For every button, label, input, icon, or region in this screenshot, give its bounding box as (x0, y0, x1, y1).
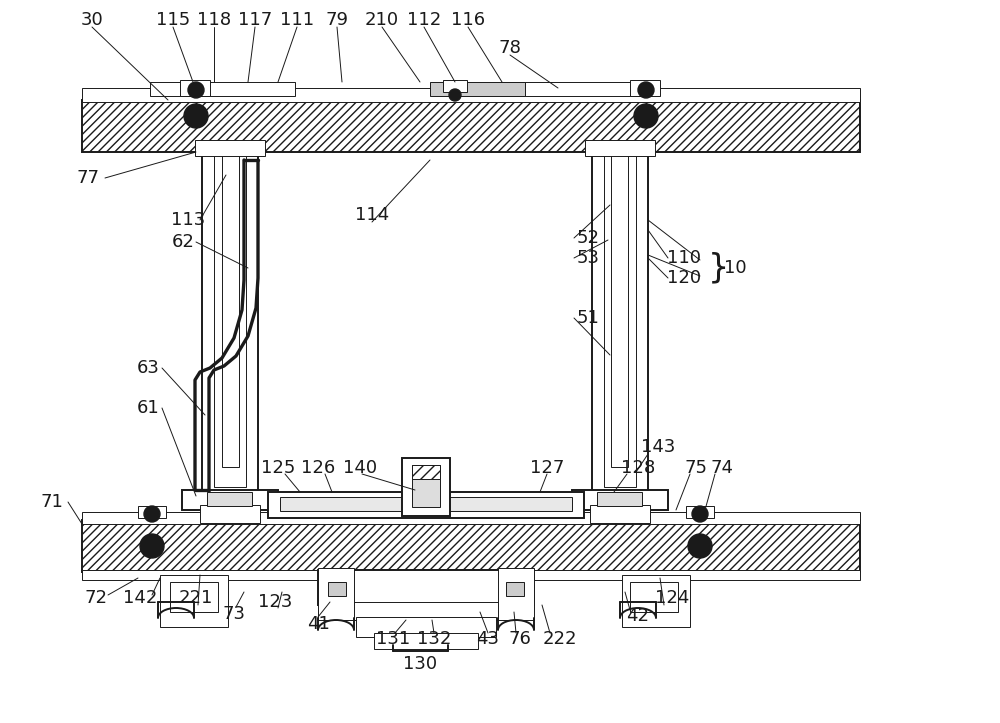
Bar (82, 520, 860, 572)
Text: 124: 124 (655, 589, 689, 607)
Text: 52: 52 (576, 229, 600, 247)
Text: 42: 42 (626, 607, 650, 625)
Circle shape (144, 506, 160, 522)
Text: 30: 30 (81, 11, 103, 29)
Bar (430, 82, 525, 96)
Text: 210: 210 (365, 11, 399, 29)
Bar (82, 570, 860, 580)
Bar (222, 152, 239, 467)
Bar (592, 152, 648, 497)
Bar (207, 492, 252, 506)
Bar (686, 506, 714, 518)
Text: 222: 222 (543, 630, 577, 648)
Text: 115: 115 (156, 11, 190, 29)
Text: 73: 73 (222, 605, 246, 623)
Text: 51: 51 (577, 309, 599, 327)
Bar (356, 617, 496, 637)
Circle shape (688, 534, 712, 558)
Bar (412, 465, 440, 479)
Text: 75: 75 (684, 459, 708, 477)
Circle shape (449, 89, 461, 101)
Bar (630, 582, 678, 612)
Text: 111: 111 (280, 11, 314, 29)
Text: 71: 71 (41, 493, 63, 511)
Text: 123: 123 (258, 593, 292, 611)
Bar (138, 506, 166, 518)
Circle shape (188, 82, 204, 98)
Bar (500, 82, 645, 96)
Circle shape (184, 104, 208, 128)
Bar (82, 512, 860, 524)
Text: 132: 132 (417, 630, 451, 648)
Bar (160, 575, 228, 627)
Bar (200, 505, 260, 523)
Bar (170, 582, 218, 612)
Text: 140: 140 (343, 459, 377, 477)
Bar (572, 490, 668, 510)
Bar (195, 140, 265, 156)
Circle shape (638, 82, 654, 98)
Bar (498, 568, 534, 620)
Bar (182, 490, 278, 510)
Bar (590, 505, 650, 523)
Text: 143: 143 (641, 438, 675, 456)
Text: 77: 77 (76, 169, 100, 187)
Text: }: } (707, 252, 729, 284)
Text: 41: 41 (307, 615, 329, 633)
Text: 128: 128 (621, 459, 655, 477)
Text: 142: 142 (123, 589, 157, 607)
Text: 221: 221 (179, 589, 213, 607)
Text: 120: 120 (667, 269, 701, 287)
Circle shape (692, 506, 708, 522)
Text: 43: 43 (477, 630, 500, 648)
Text: 126: 126 (301, 459, 335, 477)
Text: 125: 125 (261, 459, 295, 477)
Text: 130: 130 (403, 655, 437, 673)
Bar (585, 140, 655, 156)
Text: 10: 10 (724, 259, 746, 277)
Bar (611, 152, 628, 467)
Bar (180, 80, 210, 96)
Text: 72: 72 (84, 589, 108, 607)
Text: 116: 116 (451, 11, 485, 29)
Bar (374, 633, 478, 649)
Bar (336, 602, 516, 620)
Text: 112: 112 (407, 11, 441, 29)
Bar (622, 575, 690, 627)
Bar (318, 568, 354, 620)
Bar (82, 100, 860, 152)
Bar (630, 80, 660, 96)
Text: 78: 78 (499, 39, 521, 57)
Bar (597, 492, 642, 506)
Bar (82, 88, 860, 102)
Bar (402, 458, 450, 516)
Text: 110: 110 (667, 249, 701, 267)
Text: 114: 114 (355, 206, 389, 224)
Bar (328, 582, 346, 596)
Text: 113: 113 (171, 211, 205, 229)
Text: 79: 79 (326, 11, 349, 29)
Bar (202, 152, 258, 497)
Text: 74: 74 (710, 459, 734, 477)
Text: 76: 76 (509, 630, 531, 648)
Circle shape (634, 104, 658, 128)
Text: 131: 131 (376, 630, 410, 648)
Text: 127: 127 (530, 459, 564, 477)
Text: 53: 53 (576, 249, 600, 267)
Bar (318, 570, 534, 605)
Bar (443, 80, 467, 92)
Bar (214, 152, 246, 487)
Bar (280, 497, 572, 511)
Bar (268, 492, 584, 518)
Bar (506, 582, 524, 596)
Bar (604, 152, 636, 487)
Bar (412, 465, 440, 507)
Text: 62: 62 (172, 233, 194, 251)
Text: 63: 63 (137, 359, 159, 377)
Text: 118: 118 (197, 11, 231, 29)
Text: 61: 61 (137, 399, 159, 417)
Text: 117: 117 (238, 11, 272, 29)
Circle shape (140, 534, 164, 558)
Bar (150, 82, 295, 96)
